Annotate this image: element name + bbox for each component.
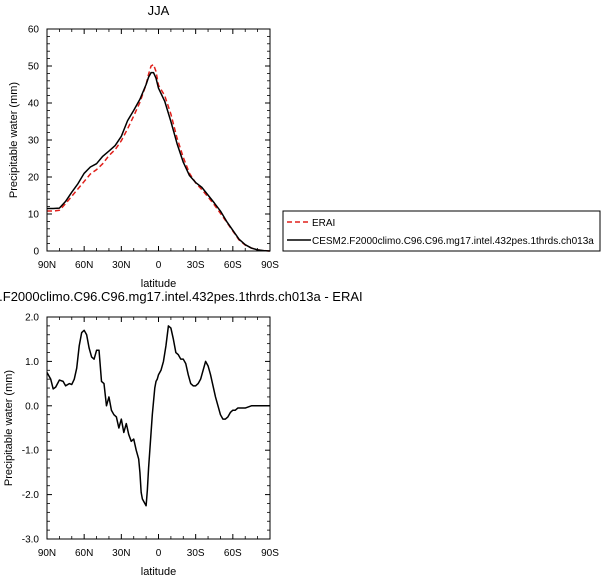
top-y-tick-label: 20 bbox=[28, 173, 40, 184]
bottom-x-tick-label: 30S bbox=[187, 548, 205, 559]
bottom-x-tick-label: 30N bbox=[112, 548, 130, 559]
top-y-tick-label: 10 bbox=[28, 210, 40, 221]
bottom-series-line-0 bbox=[46, 325, 270, 507]
top-x-tick-label: 0 bbox=[156, 260, 162, 271]
bottom-y-axis-label: Precipitable water (mm) bbox=[3, 370, 15, 486]
bottom-x-tick-label: 60N bbox=[75, 548, 93, 559]
legend-label-erai: ERAI bbox=[312, 218, 335, 229]
top-series-line-0 bbox=[47, 63, 271, 252]
top-x-tick-label: 60N bbox=[75, 260, 93, 271]
top-x-tick-label: 90S bbox=[261, 260, 279, 271]
top-panel: JJA 90N 60N 30N 0 30S 60S 90S 0 10 20 30 40 50 60 lat… bbox=[8, 3, 279, 290]
bottom-plot-frame bbox=[46, 316, 271, 540]
bottom-x-tick-label: 0 bbox=[156, 548, 162, 559]
top-x-tick-label: 90N bbox=[38, 260, 56, 271]
bottom-y-tick-label: 0.0 bbox=[25, 401, 39, 412]
top-plot-frame bbox=[46, 28, 271, 252]
top-x-tick-label: 60S bbox=[224, 260, 242, 271]
top-y-tick-label: 30 bbox=[28, 136, 40, 147]
bottom-x-tick-label: 60S bbox=[224, 548, 242, 559]
top-y-tick-label: 40 bbox=[28, 99, 40, 110]
legend: ERAI CESM2.F2000climo.C96.C96.mg17.intel… bbox=[282, 210, 601, 252]
top-y-axis-label: Precipitable water (mm) bbox=[8, 82, 20, 198]
top-x-tick-label: 30S bbox=[187, 260, 205, 271]
top-y-tick-label: 0 bbox=[33, 247, 39, 258]
top-y-tick-label: 50 bbox=[28, 62, 40, 73]
bottom-y-tick-label: 2.0 bbox=[25, 313, 39, 324]
bottom-plot-area: 90N 60N 30N 0 30S 60S 90S -3.0 -2.0 -1.0 0.0 1.0 2.0 bbox=[22, 313, 279, 560]
legend-label-cesm2: CESM2.F2000climo.C96.C96.mg17.intel.432p… bbox=[312, 236, 594, 247]
top-x-tick-label: 30N bbox=[112, 260, 130, 271]
top-y-tick-label: 60 bbox=[28, 25, 40, 36]
top-x-axis-label: latitude bbox=[141, 278, 176, 290]
bottom-panel: CESM2.F2000climo.C96.C96.mg17.intel.432p… bbox=[0, 289, 363, 578]
bottom-y-tick-label: -3.0 bbox=[22, 535, 40, 546]
top-plot-area: 90N 60N 30N 0 30S 60S 90S 0 10 20 30 40 50 60 bbox=[28, 25, 279, 272]
bottom-y-tick-label: -2.0 bbox=[22, 490, 40, 501]
top-series-line-1 bbox=[47, 71, 271, 252]
bottom-x-tick-label: 90S bbox=[261, 548, 279, 559]
bottom-y-tick-label: 1.0 bbox=[25, 357, 39, 368]
legend-box bbox=[282, 210, 601, 252]
bottom-y-tick-label: -1.0 bbox=[22, 446, 40, 457]
bottom-x-axis-label: latitude bbox=[141, 566, 176, 578]
top-chart-title: JJA bbox=[148, 3, 170, 18]
bottom-x-tick-label: 90N bbox=[38, 548, 56, 559]
bottom-chart-title: CESM2.F2000climo.C96.C96.mg17.intel.432p… bbox=[0, 289, 363, 304]
